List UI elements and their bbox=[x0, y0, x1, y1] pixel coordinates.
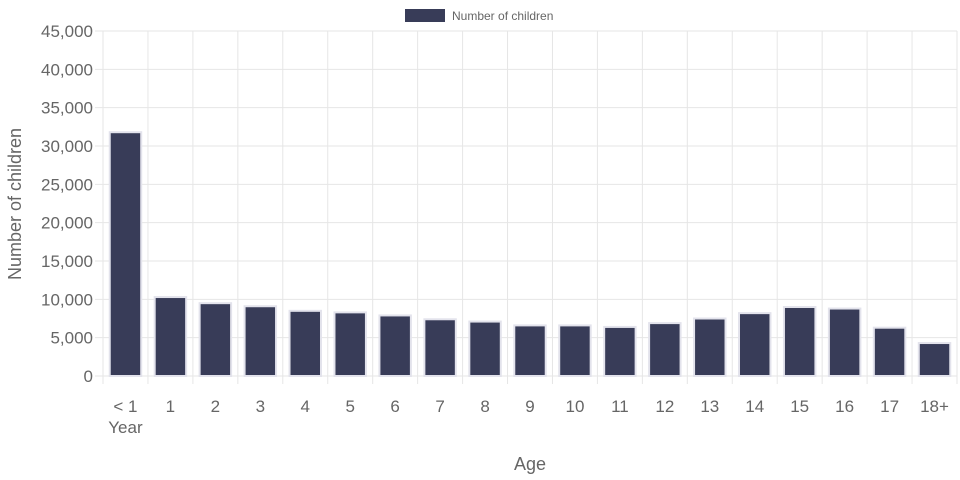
x-tick-label: 2 bbox=[211, 397, 220, 416]
y-tick-label: 45,000 bbox=[41, 22, 93, 41]
y-tick-label: 40,000 bbox=[41, 60, 93, 79]
x-tick-label: 12 bbox=[655, 397, 674, 416]
bar[interactable] bbox=[558, 324, 592, 377]
x-tick-label: 16 bbox=[835, 397, 854, 416]
legend-label: Number of children bbox=[452, 9, 553, 23]
x-tick-label: 18+ bbox=[920, 397, 949, 416]
bar[interactable] bbox=[288, 309, 322, 378]
y-tick-label: 5,000 bbox=[50, 329, 93, 348]
bar[interactable] bbox=[243, 305, 278, 378]
bar[interactable] bbox=[198, 302, 233, 377]
y-tick-label: 15,000 bbox=[41, 252, 93, 271]
y-tick-label: 10,000 bbox=[41, 290, 93, 309]
bar[interactable] bbox=[153, 296, 188, 377]
bar[interactable] bbox=[513, 324, 547, 377]
bars bbox=[108, 131, 952, 378]
bar[interactable] bbox=[603, 325, 637, 377]
bar[interactable] bbox=[917, 342, 952, 377]
bar[interactable] bbox=[423, 318, 457, 377]
y-tick-label: 25,000 bbox=[41, 175, 93, 194]
x-tick-label: 4 bbox=[301, 397, 310, 416]
legend[interactable]: Number of children bbox=[405, 9, 553, 23]
bar[interactable] bbox=[782, 306, 817, 377]
x-axis-title: Age bbox=[514, 454, 546, 474]
bar[interactable] bbox=[108, 131, 143, 377]
x-tick-label: 5 bbox=[345, 397, 354, 416]
y-axis-title: Number of children bbox=[5, 128, 25, 280]
x-tick-label: < 1 Year bbox=[108, 397, 143, 437]
x-tick-label: 3 bbox=[256, 397, 265, 416]
bar[interactable] bbox=[333, 311, 367, 378]
bar[interactable] bbox=[827, 307, 862, 377]
bar[interactable] bbox=[872, 326, 907, 378]
x-tick-label: 13 bbox=[700, 397, 719, 416]
y-tick-label: 0 bbox=[84, 367, 93, 386]
x-tick-label: 9 bbox=[525, 397, 534, 416]
x-tick-label: 1 bbox=[166, 397, 175, 416]
y-tick-label: 30,000 bbox=[41, 137, 93, 156]
x-tick-label: 10 bbox=[565, 397, 584, 416]
bar[interactable] bbox=[738, 312, 772, 377]
x-tick-label: 15 bbox=[790, 397, 809, 416]
bar[interactable] bbox=[378, 314, 412, 377]
legend-swatch bbox=[405, 9, 445, 22]
x-tick-label: 14 bbox=[745, 397, 764, 416]
bar[interactable] bbox=[648, 322, 682, 378]
bar[interactable] bbox=[468, 320, 502, 378]
y-axis-ticks: 0 5,000 10,000 15,000 20,000 25,000 30,000 35,0… bbox=[41, 22, 93, 386]
grid-lines bbox=[95, 30, 958, 384]
x-tick-label: 8 bbox=[480, 397, 489, 416]
y-tick-label: 20,000 bbox=[41, 214, 93, 233]
x-tick-label: 7 bbox=[435, 397, 444, 416]
y-tick-label: 35,000 bbox=[41, 99, 93, 118]
x-tick-label: 11 bbox=[611, 397, 629, 416]
bar[interactable] bbox=[693, 317, 727, 377]
x-tick-label: 17 bbox=[880, 397, 899, 416]
x-tick-label: 6 bbox=[390, 397, 399, 416]
